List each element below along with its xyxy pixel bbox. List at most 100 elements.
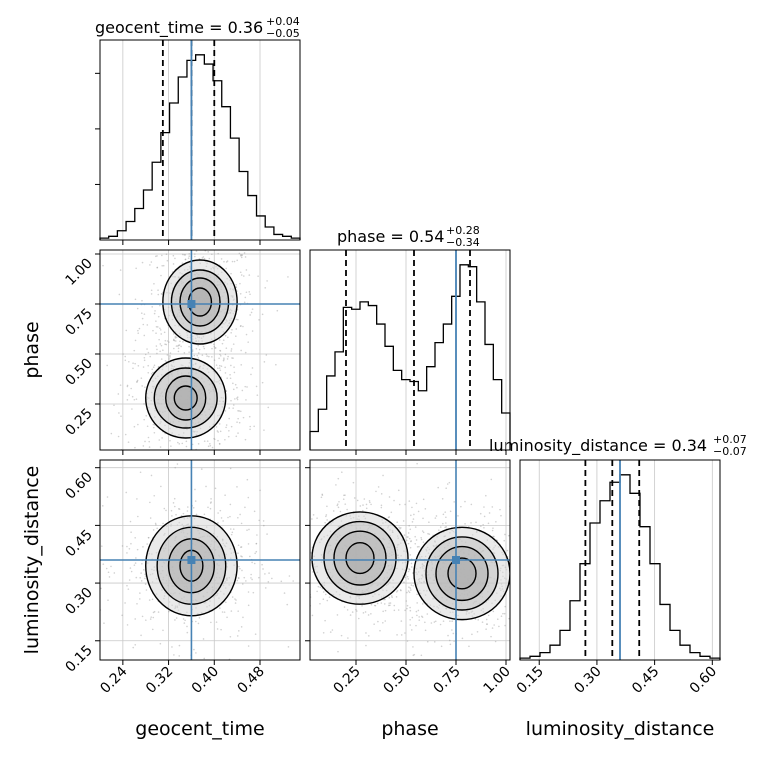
panel-phase-lumdist-sample-point [404, 632, 406, 634]
panel-phase-lumdist-sample-point [362, 509, 364, 512]
panel-geocent-lumdist-sample-point [174, 619, 176, 621]
panel-geocent-phase-sample-point [72, 392, 74, 394]
panel-geocent-phase-contour [170, 269, 230, 335]
panel-phase-lumdist-sample-point [485, 494, 487, 497]
panel-geocent-lumdist-sample-point [137, 515, 139, 518]
panel-geocent-lumdist-frame [99, 459, 301, 661]
panel-geocent-phase-frame [99, 249, 301, 451]
panel-phase-lumdist-sample-point [449, 510, 452, 513]
panel-geocent-lumdist-sample-point [240, 546, 243, 548]
panel-geocent-phase-sample-point [244, 256, 247, 258]
panel-phase-lumdist-sample-point [524, 573, 526, 575]
panel-geocent-phase-sample-point [155, 345, 158, 347]
panel-geocent-phase-sample-point [118, 412, 120, 414]
panel-phase-lumdist-sample-point [442, 522, 444, 525]
panel-phase-lumdist-sample-point [481, 621, 484, 623]
panel-phase-lumdist-sample-point [416, 593, 418, 596]
hist-luminosity_distance-frame [519, 459, 721, 661]
panel-geocent-phase-sample-point [225, 424, 228, 426]
panel-geocent-phase-sample-point [158, 439, 161, 441]
ytick-label-phase: 1.00 [62, 256, 95, 289]
panel-phase-lumdist-sample-point [416, 462, 418, 465]
panel-geocent-phase-sample-point [154, 310, 156, 312]
panel-geocent-phase-sample-point [235, 435, 238, 438]
panel-phase-lumdist-sample-point [365, 632, 367, 634]
panel-geocent-lumdist-sample-point [105, 567, 108, 570]
panel-geocent-lumdist-sample-point [256, 534, 258, 536]
panel-phase-lumdist-sample-point [380, 506, 383, 509]
title-geocent-time: geocent_time = 0.36 +0.04 −0.05 [95, 15, 300, 40]
panel-geocent-phase-sample-point [211, 253, 213, 256]
panel-geocent-lumdist-sample-point [186, 631, 189, 634]
panel-phase-lumdist-sample-point [319, 586, 322, 589]
panel-phase-lumdist-truth-marker [452, 556, 460, 564]
panel-geocent-lumdist-sample-point [150, 474, 153, 477]
panel-phase-lumdist-sample-point [483, 506, 485, 508]
panel-phase-lumdist-sample-point [441, 497, 444, 500]
panel-phase-lumdist-sample-point [445, 526, 447, 528]
panel-geocent-phase-sample-point [175, 230, 177, 232]
panel-geocent-phase-sample-point [143, 313, 146, 315]
panel-phase-lumdist-sample-point [434, 517, 437, 519]
panel-geocent-phase-sample-point [159, 350, 161, 353]
panel-geocent-lumdist-sample-point [192, 506, 195, 509]
panel-geocent-lumdist-sample-point [237, 576, 240, 579]
panel-geocent-phase-sample-point [257, 275, 259, 277]
panel-phase-lumdist-sample-point [306, 573, 308, 575]
panel-phase-lumdist-sample-point [362, 504, 364, 506]
title-luminosity-distance-main: luminosity_distance = 0.34 [489, 436, 707, 456]
panel-geocent-phase-sample-point [227, 435, 230, 438]
panel-geocent-phase-sample-point [184, 254, 187, 256]
panel-geocent-phase-sample-point [119, 269, 122, 271]
panel-geocent-lumdist-sample-point [145, 589, 148, 591]
panel-phase-lumdist-sample-point [338, 500, 340, 503]
panel-geocent-lumdist-sample-point [203, 657, 206, 660]
panel-phase-lumdist-sample-point [477, 619, 479, 621]
panel-geocent-lumdist-sample-point [151, 598, 154, 601]
panel-phase-lumdist-sample-point [306, 543, 308, 545]
panel-geocent-lumdist-sample-point [237, 544, 240, 547]
panel-geocent-phase-sample-point [156, 266, 158, 269]
panel-geocent-phase-sample-point [133, 398, 136, 401]
panel-geocent-phase-sample-point [146, 324, 149, 326]
panel-geocent-lumdist-sample-point [160, 485, 162, 488]
panel-geocent-phase-sample-point [169, 352, 172, 354]
panel-phase-lumdist-sample-point [485, 628, 487, 630]
panel-geocent-lumdist-sample-point [130, 570, 133, 573]
panel-geocent-phase-sample-point [211, 446, 214, 449]
panel-geocent-lumdist-sample-point [141, 615, 144, 618]
ytick-label-luminosity_distance: 0.30 [62, 585, 95, 618]
panel-geocent-lumdist-sample-point [221, 611, 224, 613]
panel-phase-lumdist-sample-point [407, 578, 410, 580]
panel-phase-lumdist-sample-point [495, 520, 497, 523]
panel-geocent-lumdist-sample-point [224, 601, 227, 604]
panel-geocent-lumdist-sample-point [128, 548, 131, 550]
panel-phase-lumdist-sample-point [485, 618, 488, 621]
panel-geocent-lumdist-panel [100, 460, 300, 660]
panel-geocent-phase-sample-point [128, 360, 130, 363]
panel-geocent-phase-sample-point [187, 234, 189, 236]
panel-geocent-phase-sample-point [189, 469, 191, 471]
panel-geocent-lumdist-sample-point [223, 611, 226, 613]
panel-geocent-phase-sample-point [187, 198, 189, 200]
panel-phase-lumdist-sample-point [420, 615, 423, 618]
panel-phase-lumdist-sample-point [410, 540, 412, 542]
title-phase-sub: −0.34 [446, 236, 480, 249]
panel-geocent-phase-density-level [145, 358, 226, 438]
panel-geocent-phase-sample-point [125, 329, 128, 332]
panel-phase-lumdist-sample-point [297, 510, 299, 512]
panel-geocent-phase-sample-point [153, 312, 156, 315]
panel-geocent-lumdist-sample-point [243, 576, 246, 579]
panel-phase-lumdist-sample-point [297, 565, 299, 567]
panel-phase-lumdist-sample-point [399, 527, 402, 529]
panel-geocent-phase-sample-point [230, 272, 232, 275]
panel-geocent-phase-sample-point [218, 423, 221, 425]
panel-geocent-phase-sample-point [144, 482, 146, 484]
panel-geocent-phase-sample-point [203, 257, 206, 260]
title-geocent-time-main: geocent_time = 0.36 [95, 18, 263, 38]
panel-geocent-lumdist-sample-point [178, 655, 181, 657]
panel-phase-lumdist-sample-point [503, 539, 506, 542]
panel-phase-lumdist-sample-point [415, 624, 417, 627]
panel-phase-lumdist-contour [333, 530, 387, 586]
panel-geocent-lumdist-sample-point [234, 602, 237, 604]
